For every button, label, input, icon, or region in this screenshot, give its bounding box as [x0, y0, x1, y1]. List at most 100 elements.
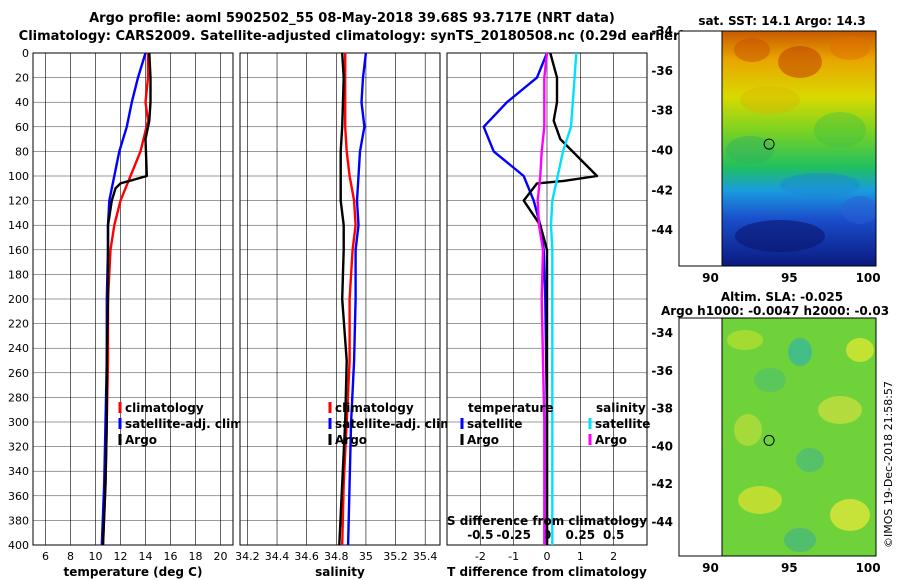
y-tick-label: 100: [8, 170, 29, 183]
legend-label-climatology: climatology: [125, 401, 204, 415]
x-tick-label: -1: [508, 550, 519, 563]
x-tick-label: 35.4: [413, 550, 438, 563]
sla-map-ticks: 90 95 100 -34 -36 -38 -40 -42 -44: [651, 326, 880, 575]
series-line-t-argo: [522, 52, 599, 545]
map-lat-tick: -38: [651, 104, 673, 118]
sst-map-ticks: 90 95 100 -34 -36 -38 -40 -42 -44: [651, 24, 880, 285]
map-lat-tick: -34: [651, 24, 673, 38]
title-line-1: Argo profile: aoml 5902502_55 08-May-201…: [89, 11, 615, 26]
map-lon-tick: 90: [702, 561, 719, 575]
series-line-s-argo: [536, 52, 549, 545]
sla-map-title: Altim. SLA: -0.025: [721, 290, 843, 304]
salinity-lines: [338, 52, 368, 546]
y-tick-label: 400: [8, 539, 29, 552]
y-tick-label: 60: [15, 121, 29, 134]
map-lon-tick: 100: [856, 561, 881, 575]
y-tick-label: 380: [8, 514, 29, 527]
map-lon-tick: 100: [856, 271, 881, 285]
salinity-difference-ticks: -0.5 -0.25 0 0.25 0.5: [467, 528, 624, 542]
y-tick-label: 120: [8, 195, 29, 208]
series-line-climatology: [341, 53, 357, 546]
temperature-y-ticks: 0 20 40 60 80 100 120 140 160 180 200 220 240 260 280 3…: [8, 47, 29, 552]
map-lat-tick: -40: [651, 439, 673, 453]
y-tick-label: 240: [8, 342, 29, 355]
legend-label-s-argo: Argo: [595, 433, 627, 447]
y-tick-label: 200: [8, 293, 29, 306]
y-tick-label: 320: [8, 441, 29, 454]
legend-label-argo: Argo: [335, 433, 367, 447]
x-tick-label: 34.8: [324, 550, 349, 563]
salinity-x-label: salinity: [315, 565, 365, 579]
x-tick-label: 20: [214, 550, 228, 563]
map-lat-tick: -38: [651, 402, 673, 416]
difference-legend: temperature salinity satellite Argo sate…: [460, 401, 650, 447]
x-tick-label: 0: [544, 550, 551, 563]
x-tick-label: 34.4: [265, 550, 290, 563]
temperature-legend: climatology satellite-adj. clim. Argo: [118, 401, 247, 447]
sla-map-panel: Altim. SLA: -0.025 Argo h1000: -0.0047 h…: [651, 290, 889, 575]
x-tick-label: 10: [89, 550, 103, 563]
temperature-lines: [100, 52, 152, 546]
y-tick-label: 160: [8, 244, 29, 257]
sst-texture: [726, 36, 876, 252]
series-line-t-satellite: [482, 52, 549, 545]
y-tick-label: 220: [8, 318, 29, 331]
temperature-x-label: temperature (deg C): [64, 565, 203, 579]
legend-label-s-satellite: satellite: [595, 417, 650, 431]
map-lon-tick: 90: [702, 271, 719, 285]
sst-map-panel: sat. SST: 14.1 Argo: 14.3 90 95 100 -34 -36 -…: [651, 14, 880, 285]
map-lon-tick: 95: [781, 561, 798, 575]
series-line-s-satellite: [549, 52, 578, 545]
map-lat-tick: -44: [651, 223, 673, 237]
x-tick-label: 35: [359, 550, 373, 563]
legend-header-salinity: salinity: [596, 401, 646, 415]
map-lat-tick: -42: [651, 183, 673, 197]
x-tick-label: 1: [577, 550, 584, 563]
argo-location-marker: [763, 138, 775, 150]
x-tick-label: 34.2: [235, 550, 260, 563]
s-diff-tick-label: 0.5: [603, 528, 624, 542]
map-lat-tick: -44: [651, 515, 673, 529]
legend-label-satellite: satellite-adj. clim.: [125, 417, 247, 431]
y-tick-label: 360: [8, 490, 29, 503]
y-tick-label: 340: [8, 465, 29, 478]
x-tick-label: 8: [67, 550, 74, 563]
x-tick-label: 16: [164, 550, 178, 563]
map-lat-tick: -36: [651, 364, 673, 378]
y-tick-label: 40: [15, 96, 29, 109]
y-tick-label: 0: [22, 47, 29, 60]
map-lat-tick: -36: [651, 64, 673, 78]
s-diff-tick-label: 0.25: [566, 528, 596, 542]
legend-label-argo: Argo: [125, 433, 157, 447]
map-lon-tick: 95: [781, 271, 798, 285]
map-lat-tick: -42: [651, 477, 673, 491]
series-line-argo: [338, 52, 348, 546]
s-diff-tick-label: -0.25: [496, 528, 531, 542]
sla-texture: [727, 330, 874, 552]
y-tick-label: 140: [8, 219, 29, 232]
x-tick-label: 12: [114, 550, 128, 563]
x-tick-label: -2: [475, 550, 486, 563]
y-tick-label: 260: [8, 367, 29, 380]
difference-panel: -2 -1 0 1 2 -0.5 -0.25 0 0.25 0.5 T difference f…: [446, 52, 650, 579]
argo-location-marker: [763, 434, 775, 446]
salinity-grid: [240, 53, 440, 545]
salinity-legend: climatology satellite-adj. clim. Argo: [328, 401, 457, 447]
legend-header-temperature: temperature: [468, 401, 553, 415]
x-tick-label: 14: [139, 550, 153, 563]
y-tick-label: 20: [15, 72, 29, 85]
y-tick-label: 300: [8, 416, 29, 429]
title-line-2: Climatology: CARS2009. Satellite-adjuste…: [19, 29, 686, 44]
legend-label-satellite: satellite-adj. clim.: [335, 417, 457, 431]
s-diff-tick-label: -0.5: [467, 528, 493, 542]
x-tick-label: 2: [610, 550, 617, 563]
temperature-panel: 0 20 40 60 80 100 120 140 160 180 200 220 240 260 280 3…: [8, 47, 247, 579]
temperature-grid: [33, 53, 233, 545]
legend-label-t-satellite: satellite: [467, 417, 522, 431]
legend-label-climatology: climatology: [335, 401, 414, 415]
difference-lines: [482, 52, 599, 545]
y-tick-label: 280: [8, 391, 29, 404]
sst-map-title: sat. SST: 14.1 Argo: 14.3: [698, 14, 865, 28]
sst-image-frame: [721, 30, 877, 267]
